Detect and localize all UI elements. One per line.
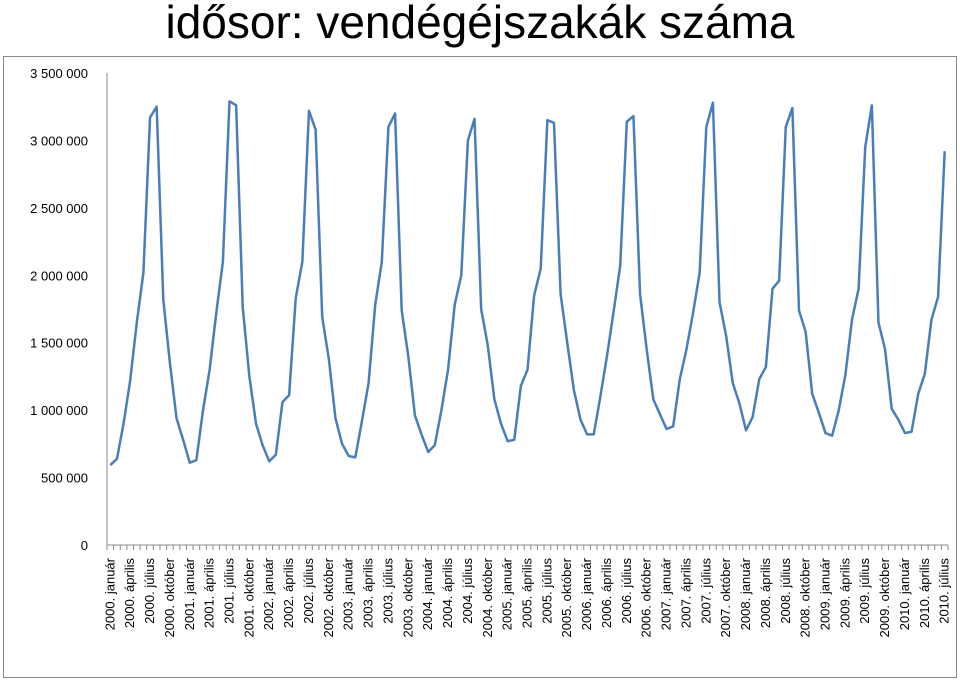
x-tick-label: 2006. július — [619, 558, 634, 624]
x-tick-label: 2001. január — [182, 557, 197, 630]
x-tick-label: 2003. október — [400, 557, 415, 637]
x-tick-label: 2004. január — [420, 557, 435, 630]
x-tick-label: 2001. július — [222, 558, 237, 624]
x-tick-label: 2005. január — [500, 557, 515, 630]
x-tick-label: 2005. július — [539, 558, 554, 624]
x-tick-label: 2009. január — [817, 557, 832, 630]
y-tick-label: 1 500 000 — [30, 336, 88, 351]
series-line — [109, 100, 946, 466]
x-tick-label: 2007. április — [678, 558, 693, 629]
x-tick-label: 2005. október — [559, 557, 574, 637]
x-tick-label: 2004. április — [440, 558, 455, 629]
x-tick-label: 2000. október — [162, 557, 177, 637]
x-tick-label: 2003. január — [341, 557, 356, 630]
x-tick-label: 2008. július — [778, 558, 793, 624]
x-tick-label: 2003. április — [361, 558, 376, 629]
x-tick-label: 2009. október — [877, 557, 892, 637]
y-tick-label: 2 500 000 — [30, 201, 88, 216]
x-tick-label: 2002. április — [281, 558, 296, 629]
y-tick-label: 2 000 000 — [30, 268, 88, 283]
x-tick-label: 2001. október — [241, 557, 256, 637]
x-tick-label: 2000. január — [102, 557, 117, 630]
x-tick-label: 2006. október — [639, 557, 654, 637]
x-tick-label: 2000. július — [142, 558, 157, 624]
chart-title: idősor: vendégéjszakák száma — [166, 0, 795, 48]
x-tick-label: 2010. január — [897, 557, 912, 630]
chart-frame — [3, 56, 957, 678]
x-tick-label: 2002. január — [261, 557, 276, 630]
x-tick-label: 2000. április — [122, 558, 137, 629]
x-tick-label: 2007. október — [718, 557, 733, 637]
y-tick-label: 1 000 000 — [30, 403, 88, 418]
x-tick-label: 2005. április — [520, 558, 535, 629]
x-tick-label: 2001. április — [202, 558, 217, 629]
x-tick-label: 2008. január — [738, 557, 753, 630]
x-tick-label: 2006. április — [599, 558, 614, 629]
x-tick-label: 2008. április — [758, 558, 773, 629]
x-tick-label: 2003. július — [380, 558, 395, 624]
x-tick-label: 2004. október — [480, 557, 495, 637]
x-tick-label: 2009. július — [857, 558, 872, 624]
y-tick-label: 500 000 — [41, 471, 88, 486]
y-tick-label: 3 500 000 — [30, 66, 88, 81]
x-tick-label: 2007. január — [659, 557, 674, 630]
x-tick-label: 2006. január — [579, 557, 594, 630]
x-tick-label: 2002. október — [321, 557, 336, 637]
y-tick-label: 0 — [81, 538, 88, 553]
x-tick-label: 2004. július — [460, 558, 475, 624]
x-tick-label: 2009. április — [837, 558, 852, 629]
y-tick-label: 3 000 000 — [30, 133, 88, 148]
x-tick-label: 2002. július — [301, 558, 316, 624]
x-tick-label: 2008. október — [798, 557, 813, 637]
x-tick-label: 2010. április — [917, 558, 932, 629]
x-tick-label: 2010. július — [937, 558, 952, 624]
x-tick-label: 2007. július — [698, 558, 713, 624]
